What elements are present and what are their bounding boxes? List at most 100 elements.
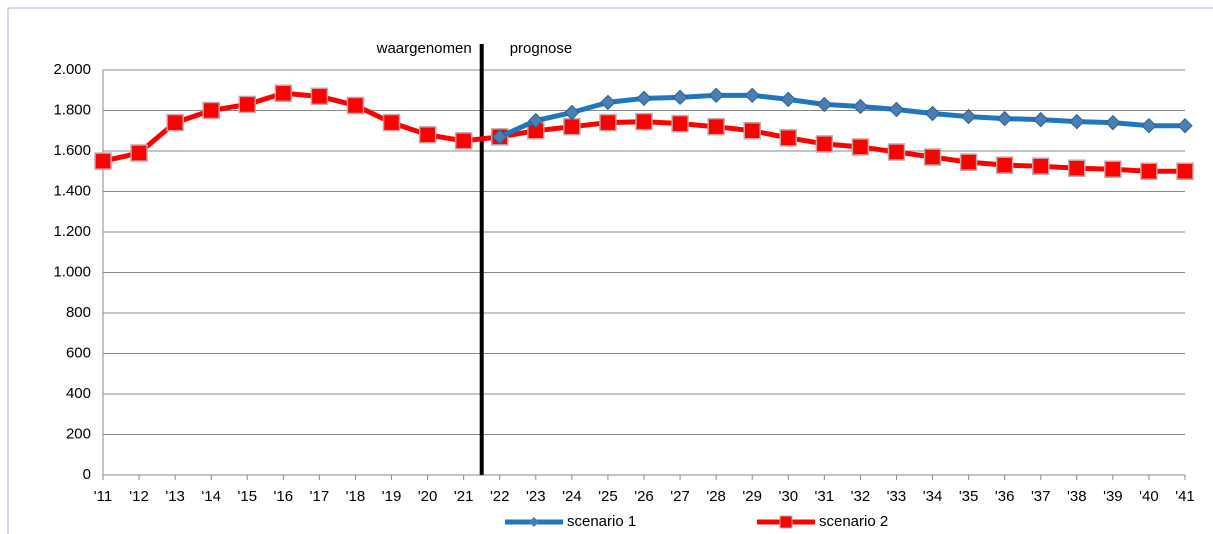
data-point [996, 110, 1013, 127]
x-tick-label: '12 [129, 488, 149, 505]
data-point [166, 113, 184, 132]
data-point [130, 144, 148, 162]
x-tick-label: '30 [778, 488, 798, 505]
data-point [564, 104, 580, 121]
x-tick-label: '28 [706, 488, 726, 505]
x-tick-label: '32 [851, 488, 871, 505]
x-tick-label: '29 [742, 488, 762, 505]
y-tick-label: 1.000 [53, 263, 91, 280]
data-point [852, 98, 869, 115]
data-point [960, 108, 977, 125]
data-point [1177, 117, 1193, 134]
x-tick-label: '21 [454, 488, 474, 505]
data-point [599, 113, 617, 132]
x-tick-label: '41 [1175, 488, 1195, 505]
data-point [672, 89, 688, 106]
x-tick-label: '20 [418, 488, 438, 505]
data-point [888, 101, 905, 118]
x-tick-label: '31 [815, 488, 835, 505]
y-tick-label: 800 [66, 304, 91, 321]
data-point [492, 129, 508, 145]
data-point [528, 112, 544, 129]
data-point [851, 138, 870, 156]
data-point [1141, 117, 1157, 134]
data-point [600, 94, 616, 111]
y-tick-label: 200 [66, 425, 91, 442]
legend-label: scenario 1 [567, 513, 636, 530]
data-point [1069, 113, 1085, 130]
x-tick-label: '11 [94, 488, 112, 505]
x-tick-label: '39 [1103, 488, 1123, 505]
data-point [959, 153, 978, 171]
x-tick-label: '27 [670, 488, 690, 505]
x-tick-label: '33 [887, 488, 907, 505]
data-point [310, 87, 329, 106]
x-tick-label: '25 [598, 488, 618, 505]
x-tick-label: '34 [923, 488, 943, 505]
data-point [1176, 162, 1194, 180]
x-tick-label: '23 [526, 488, 546, 505]
data-point [238, 95, 257, 114]
annotation: prognose [510, 40, 573, 57]
x-tick-label: '24 [562, 488, 582, 505]
data-point [274, 84, 293, 103]
y-tick-label: 1.400 [53, 182, 91, 199]
data-point [924, 105, 941, 122]
legend-label: scenario 2 [819, 513, 888, 530]
x-tick-label: '26 [634, 488, 654, 505]
data-point [779, 129, 798, 147]
data-point [1031, 157, 1050, 175]
data-point [635, 112, 653, 131]
x-tick-label: '35 [959, 488, 979, 505]
x-tick-label: '18 [346, 488, 366, 505]
x-tick-label: '19 [382, 488, 402, 505]
legend-marker [529, 517, 539, 527]
data-point [1140, 162, 1158, 180]
x-tick-label: '15 [237, 488, 257, 505]
data-point [780, 91, 796, 108]
data-point [1105, 114, 1121, 131]
annotation: waargenomen [376, 40, 472, 57]
legend-marker [779, 515, 793, 529]
data-point [816, 96, 833, 113]
data-point [1068, 159, 1086, 177]
x-tick-label: '14 [201, 488, 221, 505]
data-point [1104, 160, 1122, 178]
x-tick-label: '17 [310, 488, 330, 505]
data-point [563, 117, 581, 136]
y-tick-label: 1.600 [53, 142, 91, 159]
data-point [923, 148, 942, 166]
data-point [744, 87, 760, 104]
data-point [707, 117, 725, 136]
data-point [202, 101, 220, 120]
data-point [94, 152, 112, 170]
data-point [887, 143, 906, 161]
x-tick-label: '37 [1031, 488, 1051, 505]
y-tick-label: 400 [66, 385, 91, 402]
data-point [815, 135, 834, 153]
data-point [636, 90, 652, 107]
x-tick-label: '38 [1067, 488, 1087, 505]
data-point [708, 87, 724, 104]
y-tick-label: 600 [66, 344, 91, 361]
y-tick-label: 1.800 [53, 101, 91, 118]
data-point [346, 96, 365, 115]
data-point [1033, 111, 1049, 128]
y-tick-label: 0 [83, 466, 91, 483]
x-tick-label: '13 [165, 488, 185, 505]
y-tick-label: 1.200 [53, 223, 91, 240]
x-tick-label: '40 [1139, 488, 1159, 505]
data-point [671, 114, 689, 133]
y-tick-label: 2.000 [53, 61, 91, 78]
data-point [418, 126, 437, 144]
frame [7, 7, 1213, 534]
data-point [382, 113, 401, 132]
data-point [454, 132, 473, 150]
data-point [743, 122, 761, 140]
x-tick-label: '22 [490, 488, 510, 505]
x-tick-label: '16 [274, 488, 294, 505]
x-tick-label: '36 [995, 488, 1015, 505]
data-point [995, 156, 1014, 174]
